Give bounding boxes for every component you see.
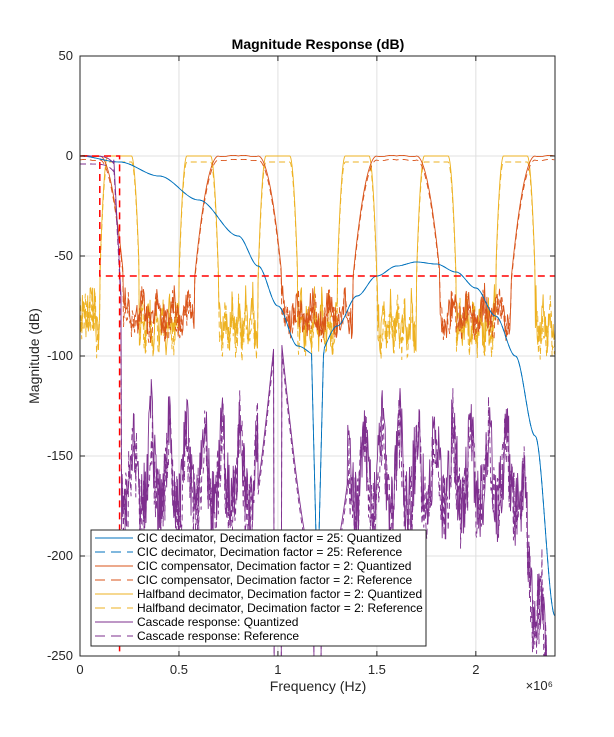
y-tick-label: -100 bbox=[47, 348, 73, 363]
compensator-reference-line bbox=[80, 158, 555, 343]
x-tick-label: 2 bbox=[472, 662, 479, 677]
legend-entry: Cascade response: Quantized bbox=[137, 615, 298, 629]
chart-title: Magnitude Response (dB) bbox=[232, 36, 405, 52]
y-tick-label: -250 bbox=[47, 648, 73, 663]
x-tick-label: 0.5 bbox=[170, 662, 188, 677]
x-tick-label: 0 bbox=[76, 662, 83, 677]
legend: CIC decimator, Decimation factor = 25: Q… bbox=[90, 529, 427, 647]
y-tick-label: -200 bbox=[47, 548, 73, 563]
passband-mask-line bbox=[80, 155, 121, 656]
y-tick-label: 0 bbox=[66, 148, 73, 163]
ticks: 0 0.5 1 1.5 2 50 0 -50 -100 -150 -200 -250 bbox=[47, 48, 555, 677]
cascade-reference-line bbox=[80, 163, 547, 656]
y-tick-label: 50 bbox=[59, 48, 73, 63]
halfband-quantized-line bbox=[80, 155, 555, 356]
y-tick-label: -50 bbox=[54, 248, 73, 263]
y-axis-label: Magnitude (dB) bbox=[26, 308, 42, 404]
x-axis-label: Frequency (Hz) bbox=[270, 678, 366, 694]
x-axis-exponent: ×10⁶ bbox=[526, 678, 553, 693]
y-tick-label: -150 bbox=[47, 448, 73, 463]
x-tick-label: 1.5 bbox=[368, 662, 386, 677]
legend-entry: CIC compensator, Decimation factor = 2: … bbox=[137, 559, 411, 573]
legend-entry: CIC decimator, Decimation factor = 25: R… bbox=[137, 545, 402, 559]
legend-entry: Halfband decimator, Decimation factor = … bbox=[137, 601, 423, 615]
x-tick-label: 1 bbox=[274, 662, 281, 677]
legend-box bbox=[90, 529, 427, 647]
legend-entry: CIC decimator, Decimation factor = 25: Q… bbox=[137, 531, 401, 545]
halfband-reference-line bbox=[80, 161, 555, 362]
data-series bbox=[80, 154, 555, 656]
stopband-mask-line bbox=[99, 162, 555, 277]
legend-entry: Cascade response: Reference bbox=[137, 629, 299, 643]
legend-entry: Halfband decimator, Decimation factor = … bbox=[137, 587, 422, 601]
legend-entry: CIC compensator, Decimation factor = 2: … bbox=[137, 573, 412, 587]
